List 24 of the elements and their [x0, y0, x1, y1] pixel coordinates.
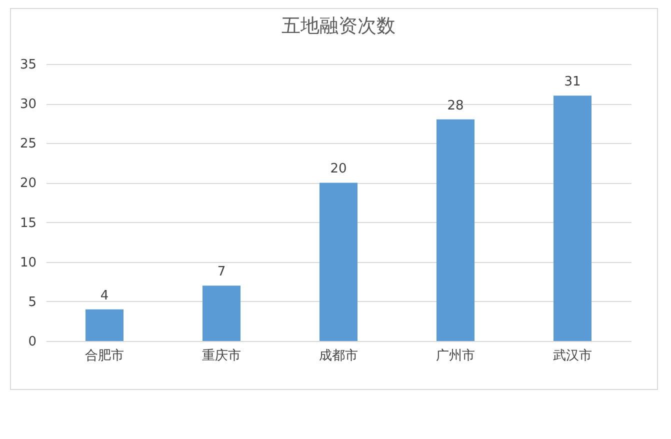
- y-tick-label: 0: [28, 334, 36, 350]
- chart-title: 五地融资次数: [282, 15, 396, 37]
- x-tick-label: 武汉市: [553, 348, 592, 364]
- y-tick-label: 15: [20, 216, 36, 231]
- bar: [320, 182, 358, 341]
- x-tick-label: 重庆市: [202, 348, 241, 364]
- x-tick-label: 成都市: [319, 348, 358, 364]
- bar: [554, 96, 592, 341]
- data-label: 31: [564, 74, 581, 90]
- data-label: 28: [447, 98, 464, 114]
- y-tick-label: 30: [20, 97, 36, 112]
- y-tick-label: 25: [20, 136, 36, 152]
- y-tick-label: 5: [28, 294, 36, 310]
- bar: [86, 309, 124, 341]
- x-tick-label: 广州市: [436, 348, 475, 364]
- data-label: 4: [100, 288, 109, 304]
- y-tick-label: 20: [20, 176, 36, 192]
- data-label: 7: [217, 264, 226, 280]
- x-tick-label: 合肥市: [85, 348, 124, 364]
- data-label: 20: [330, 162, 347, 177]
- y-tick-label: 35: [20, 58, 36, 72]
- bar: [436, 119, 474, 341]
- bar: [202, 286, 240, 341]
- y-tick-label: 10: [20, 255, 36, 270]
